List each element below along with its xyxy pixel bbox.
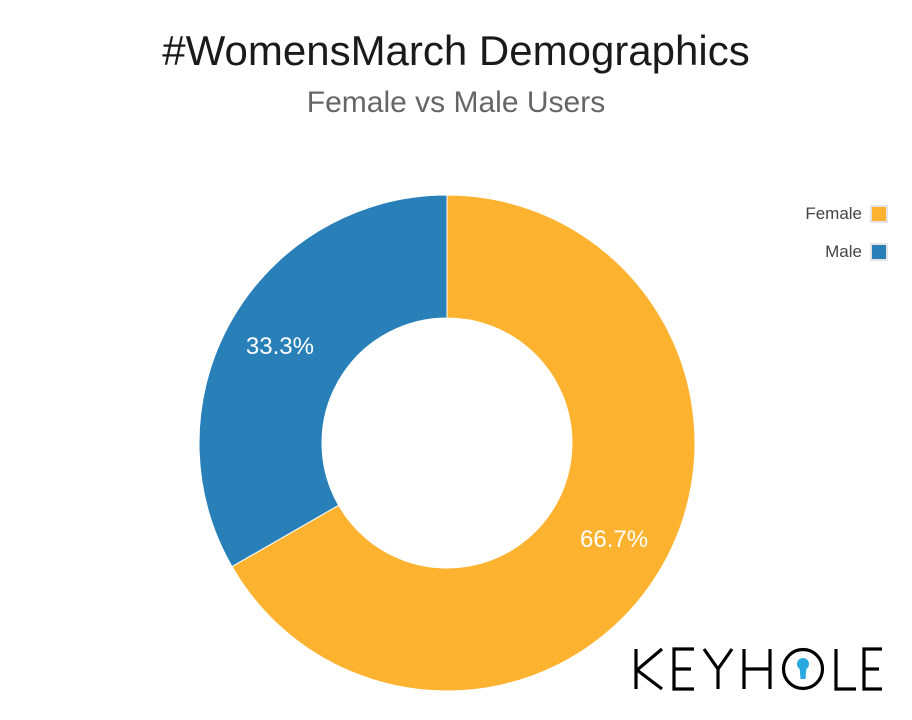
donut-slice-male[interactable]: [198, 194, 448, 568]
chart-title: #WomensMarch Demographics: [162, 27, 750, 74]
donut-slice-female[interactable]: [231, 194, 696, 692]
data-label-female: 66.7%: [580, 526, 648, 553]
chart-legend: Female Male: [805, 202, 888, 278]
legend-label-male: Male: [825, 242, 862, 261]
chart-subtitle: Female vs Male Users: [306, 86, 606, 119]
legend-label-female: Female: [805, 204, 862, 223]
keyhole-logo: [632, 646, 884, 699]
legend-swatch-male: [870, 243, 888, 261]
data-label-male: 33.3%: [246, 333, 314, 360]
keyhole-logo-svg: [634, 647, 882, 691]
legend-swatch-female-fill: [872, 207, 886, 221]
legend-item-male[interactable]: Male: [805, 240, 888, 264]
keyhole-icon: [797, 658, 809, 679]
legend-item-female[interactable]: Female: [805, 202, 888, 226]
legend-swatch-female: [870, 205, 888, 223]
legend-swatch-male-fill: [872, 245, 886, 259]
